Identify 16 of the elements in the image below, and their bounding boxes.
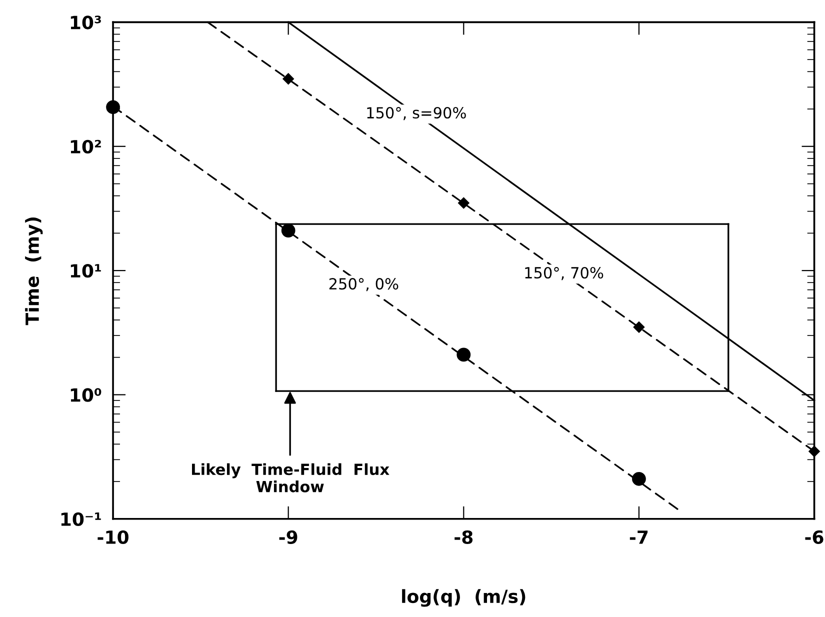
x-tick-label: -10 xyxy=(98,530,128,544)
x-axis-title: log(q) (m/s) xyxy=(402,589,526,607)
x-tick-label: -6 xyxy=(805,530,824,544)
y-axis-title: Time (my) xyxy=(25,217,43,326)
series-label: 150°, 70% xyxy=(525,266,604,280)
y-tick-label: 10¹ xyxy=(70,264,101,278)
y-tick-label: 10⁰ xyxy=(70,388,102,402)
x-tick-label: -9 xyxy=(279,530,298,544)
x-tick-label: -7 xyxy=(630,530,648,544)
y-tick-label: 10² xyxy=(70,140,101,154)
y-tick-label: 10⁻¹ xyxy=(61,512,101,526)
series-label: 150°, s=90% xyxy=(367,106,466,120)
y-tick-label: 10³ xyxy=(70,16,101,30)
series-label: 250°, 0% xyxy=(329,278,398,292)
annotation: Likely Time-Fluid Flux Window xyxy=(192,463,390,492)
x-tick-label: -8 xyxy=(454,530,473,544)
